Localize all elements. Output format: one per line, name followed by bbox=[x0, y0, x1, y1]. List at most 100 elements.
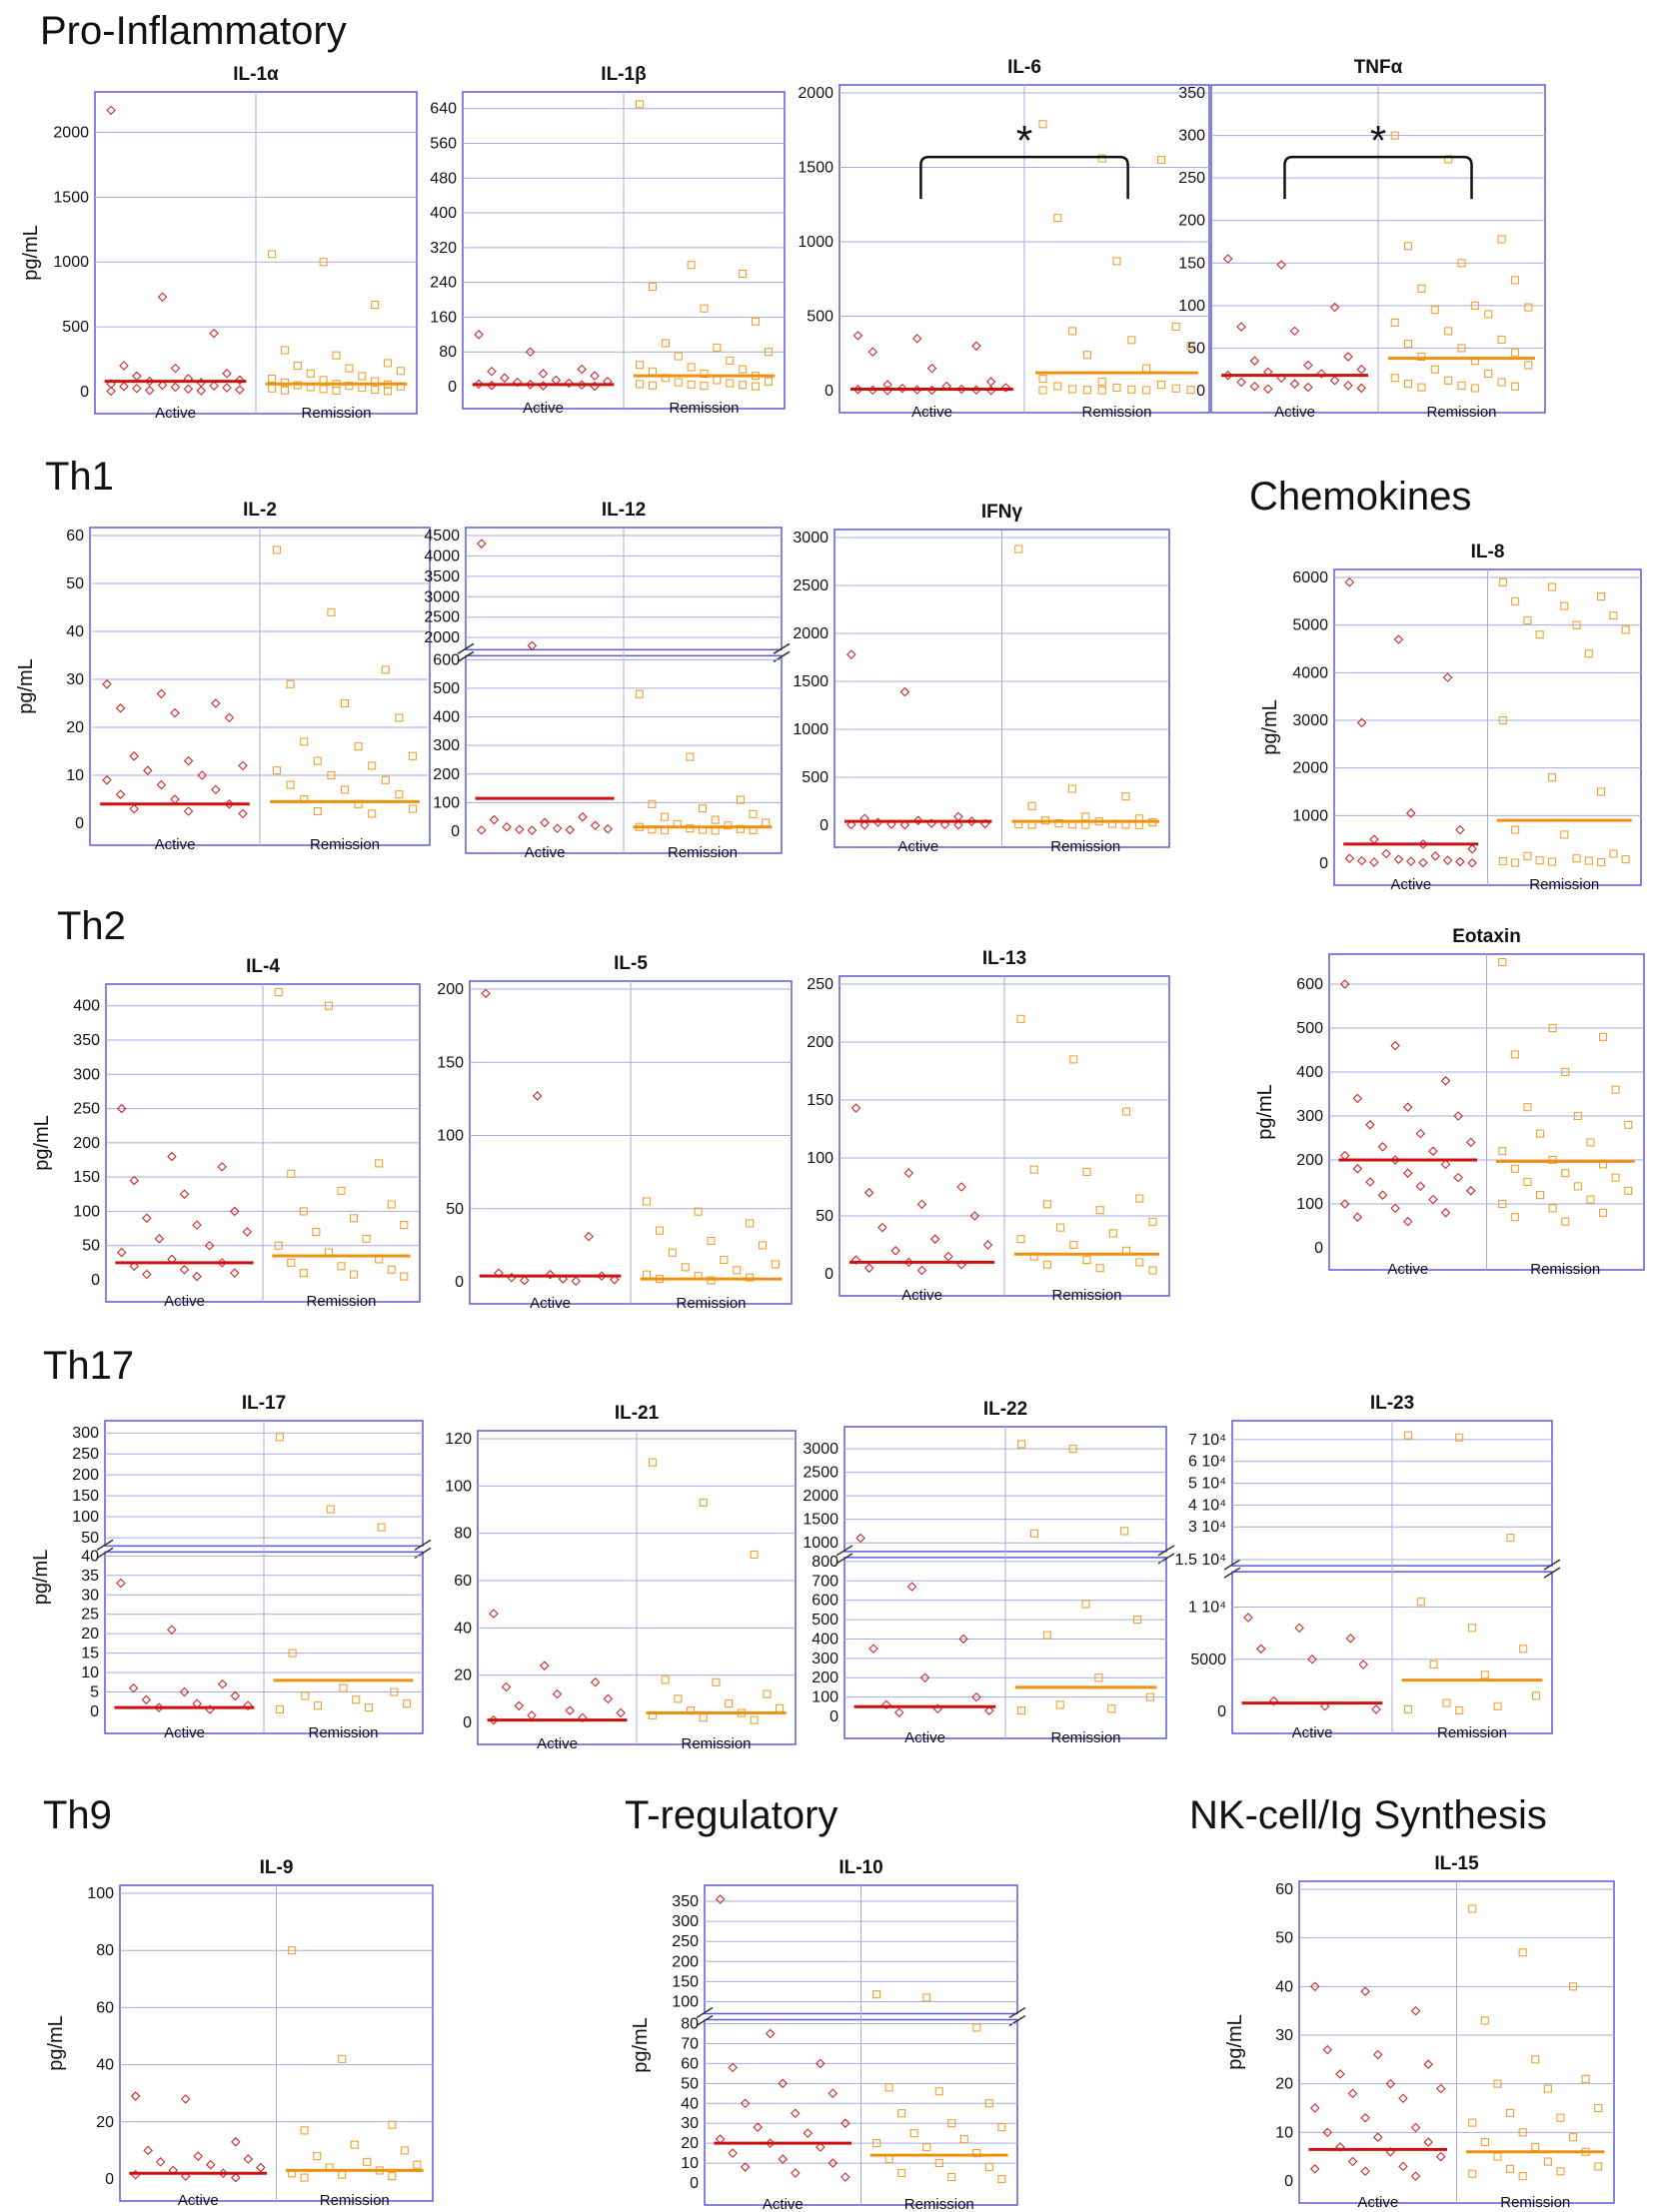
data-point-active bbox=[1415, 1181, 1426, 1192]
section-title-th2: Th2 bbox=[57, 904, 126, 948]
data-point-remission bbox=[636, 100, 645, 109]
data-point-remission bbox=[1016, 1014, 1025, 1023]
panel-title: IL-10 bbox=[838, 1857, 882, 1878]
data-point-active bbox=[616, 1707, 626, 1718]
data-point-remission bbox=[884, 2155, 893, 2164]
data-point-active bbox=[1440, 1159, 1451, 1170]
data-point-active bbox=[571, 1276, 582, 1287]
y-tick-label: 5 10⁴ bbox=[1188, 1476, 1226, 1493]
axis-break-left bbox=[835, 1545, 853, 1565]
data-point-active bbox=[1365, 1177, 1375, 1187]
data-point-remission bbox=[1457, 344, 1466, 353]
data-point-remission bbox=[1498, 715, 1507, 725]
data-point-remission bbox=[1497, 378, 1506, 387]
data-point-remission bbox=[363, 2157, 372, 2166]
data-point-active bbox=[179, 1686, 190, 1697]
data-point-active bbox=[242, 1227, 253, 1237]
data-point-active bbox=[222, 369, 232, 379]
data-point-remission bbox=[313, 756, 322, 765]
y-tick-label: 100 bbox=[445, 1478, 472, 1495]
data-point-remission bbox=[674, 378, 683, 387]
data-point-active bbox=[238, 760, 248, 771]
data-point-remission bbox=[413, 2160, 422, 2169]
y-tick-label: 200 bbox=[807, 1034, 833, 1051]
data-point-active bbox=[790, 2168, 801, 2178]
y-tick-label: 0 bbox=[451, 823, 460, 840]
y-tick-label: 60 bbox=[66, 528, 84, 545]
data-point-remission bbox=[1042, 1631, 1051, 1640]
data-point-active bbox=[102, 775, 112, 785]
data-point-active bbox=[956, 1182, 966, 1192]
y-tick-label: 2500 bbox=[803, 1465, 838, 1482]
data-point-active bbox=[1352, 1212, 1363, 1222]
data-point-active bbox=[1455, 856, 1465, 867]
data-point-remission bbox=[300, 2126, 309, 2135]
data-point-active bbox=[170, 363, 181, 374]
data-point-remission bbox=[368, 809, 377, 818]
data-point-remission bbox=[313, 2152, 322, 2161]
data-point-active bbox=[1405, 808, 1416, 818]
data-point-remission bbox=[408, 751, 418, 760]
panel-title: IL-12 bbox=[602, 500, 646, 521]
panel-il8: 0 1000 2000 3000 4000 5000 6000 IL-8 Active Remis… bbox=[1259, 542, 1642, 893]
data-point-remission bbox=[354, 742, 363, 751]
data-point-remission bbox=[1556, 2167, 1565, 2176]
data-point-remission bbox=[375, 1159, 384, 1168]
data-point-remission bbox=[1531, 1691, 1541, 1700]
data-point-remission bbox=[299, 1207, 308, 1216]
data-point-remission bbox=[1016, 1235, 1025, 1244]
data-point-remission bbox=[1560, 601, 1569, 610]
data-point-active bbox=[143, 765, 153, 775]
data-point-active bbox=[863, 1188, 874, 1198]
y-tick-label: 500 bbox=[807, 309, 833, 326]
data-point-remission bbox=[1624, 1186, 1633, 1195]
data-point-active bbox=[1453, 1111, 1463, 1121]
data-point-active bbox=[1467, 857, 1477, 868]
data-point-remission bbox=[1498, 1147, 1507, 1156]
y-tick-label: 500 bbox=[1296, 1020, 1323, 1037]
y-tick-label: 250 bbox=[73, 1101, 100, 1118]
data-point-remission bbox=[1506, 1534, 1515, 1543]
data-point-active bbox=[1360, 2166, 1370, 2177]
data-point-remission bbox=[377, 1523, 386, 1532]
panel-il4: 0 50 100 150 200 250 300 350 400 IL-4 Active Remiss… bbox=[31, 956, 421, 1310]
data-point-active bbox=[487, 367, 497, 377]
category-label-active: Active bbox=[897, 838, 938, 855]
data-point-remission bbox=[636, 380, 645, 389]
data-point-active bbox=[1322, 2044, 1333, 2055]
y-tick-label: 300 bbox=[812, 1651, 838, 1667]
data-point-remission bbox=[686, 752, 695, 761]
panel-il9: 0 20 40 60 80 100 IL-9 Active Remission pg/mL bbox=[45, 1857, 434, 2209]
data-point-active bbox=[129, 751, 139, 761]
data-point-remission bbox=[1484, 369, 1493, 379]
data-point-active bbox=[590, 820, 601, 831]
data-point-remission bbox=[1171, 322, 1180, 331]
data-point-active bbox=[564, 378, 575, 389]
data-point-active bbox=[1352, 1093, 1363, 1104]
y-tick-label: 3000 bbox=[803, 1441, 838, 1458]
y-tick-label: 0 bbox=[1314, 1240, 1323, 1257]
data-point-remission bbox=[1523, 1177, 1532, 1187]
data-point-remission bbox=[286, 780, 295, 789]
section-title-pro-inflammatory: Pro-Inflammatory bbox=[40, 9, 347, 53]
data-point-remission bbox=[1430, 365, 1439, 374]
data-point-remission bbox=[1082, 1256, 1091, 1265]
section-title-t-regulatory: T-regulatory bbox=[625, 1793, 837, 1837]
y-tick-label: 250 bbox=[72, 1446, 99, 1463]
data-point-active bbox=[1442, 672, 1453, 682]
data-point-remission bbox=[922, 2143, 931, 2152]
data-point-active bbox=[512, 377, 523, 388]
data-point-remission bbox=[1467, 1624, 1477, 1633]
data-point-remission bbox=[947, 2119, 956, 2128]
data-point-remission bbox=[337, 1186, 346, 1195]
data-point-active bbox=[474, 330, 484, 340]
data-point-active bbox=[1430, 851, 1441, 861]
data-point-active bbox=[1294, 1623, 1304, 1634]
data-point-remission bbox=[1097, 154, 1106, 163]
data-point-remission bbox=[1573, 1182, 1582, 1191]
category-label-remission: Remission bbox=[1530, 1261, 1600, 1278]
data-point-active bbox=[209, 328, 219, 339]
data-point-remission bbox=[274, 987, 283, 997]
y-tick-label: 5000 bbox=[1292, 617, 1328, 634]
data-point-remission bbox=[668, 1248, 677, 1257]
